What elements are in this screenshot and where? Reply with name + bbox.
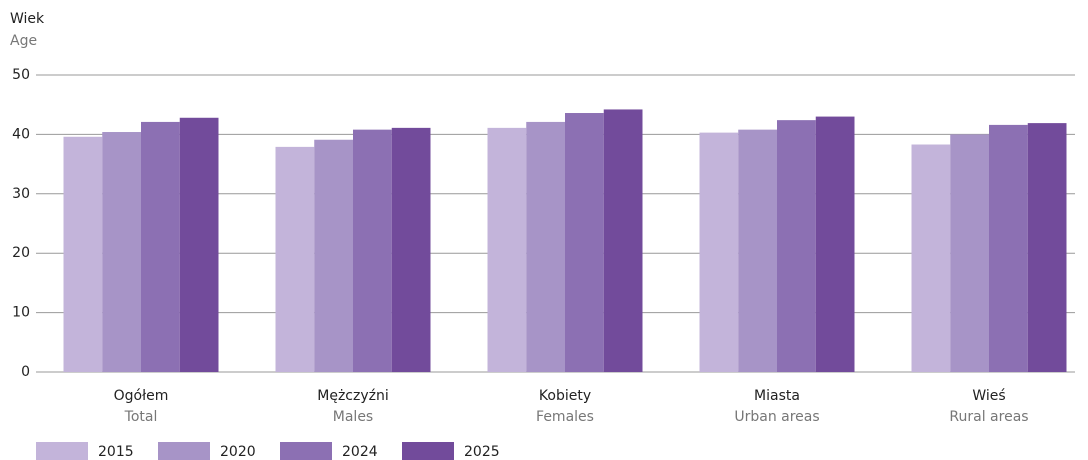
- y-axis-label: Wiek: [10, 11, 45, 27]
- bar: [1027, 123, 1067, 372]
- y-tick-label: 50: [12, 67, 30, 83]
- bar: [487, 127, 527, 372]
- bar: [565, 113, 604, 373]
- bar: [63, 136, 103, 372]
- y-axis-label-en: Age: [10, 33, 37, 49]
- bar: [526, 121, 565, 373]
- x-tick-label: Ogółem: [114, 388, 169, 404]
- x-tick-label: Miasta: [754, 388, 800, 404]
- x-tick-label-en: Rural areas: [949, 409, 1028, 425]
- y-tick-label: 0: [21, 364, 30, 380]
- bar: [391, 127, 431, 372]
- y-tick-label: 30: [12, 186, 30, 202]
- bar: [738, 129, 777, 372]
- bar: [102, 132, 141, 372]
- x-tick-label: Kobiety: [539, 388, 591, 404]
- y-tick-label: 20: [12, 245, 30, 261]
- legend-swatch: [280, 442, 332, 460]
- legend-label: 2020: [220, 444, 256, 460]
- bar: [603, 109, 643, 373]
- x-tick-label-en: Total: [124, 409, 158, 425]
- legend-swatch: [158, 442, 210, 460]
- legend-label: 2024: [342, 444, 378, 460]
- x-tick-label-en: Males: [333, 409, 373, 425]
- y-tick-label: 40: [12, 126, 30, 142]
- x-tick-label-en: Females: [536, 409, 594, 425]
- bar: [275, 146, 315, 372]
- bar: [989, 124, 1028, 372]
- bar: [353, 129, 392, 372]
- x-tick-label: Wieś: [972, 388, 1005, 404]
- legend-swatch: [36, 442, 88, 460]
- legend-label: 2015: [98, 444, 134, 460]
- bar: [141, 121, 180, 373]
- legend-swatch: [402, 442, 454, 460]
- bar: [179, 117, 219, 372]
- bar: [699, 132, 739, 372]
- x-tick-label: Mężczyźni: [317, 388, 388, 404]
- x-tick-label-en: Urban areas: [734, 409, 819, 425]
- bar: [950, 134, 989, 372]
- bar: [777, 120, 816, 372]
- bar: [911, 144, 951, 372]
- y-tick-label: 10: [12, 305, 30, 321]
- bar: [314, 139, 353, 372]
- legend-label: 2025: [464, 444, 500, 460]
- bar: [815, 116, 855, 372]
